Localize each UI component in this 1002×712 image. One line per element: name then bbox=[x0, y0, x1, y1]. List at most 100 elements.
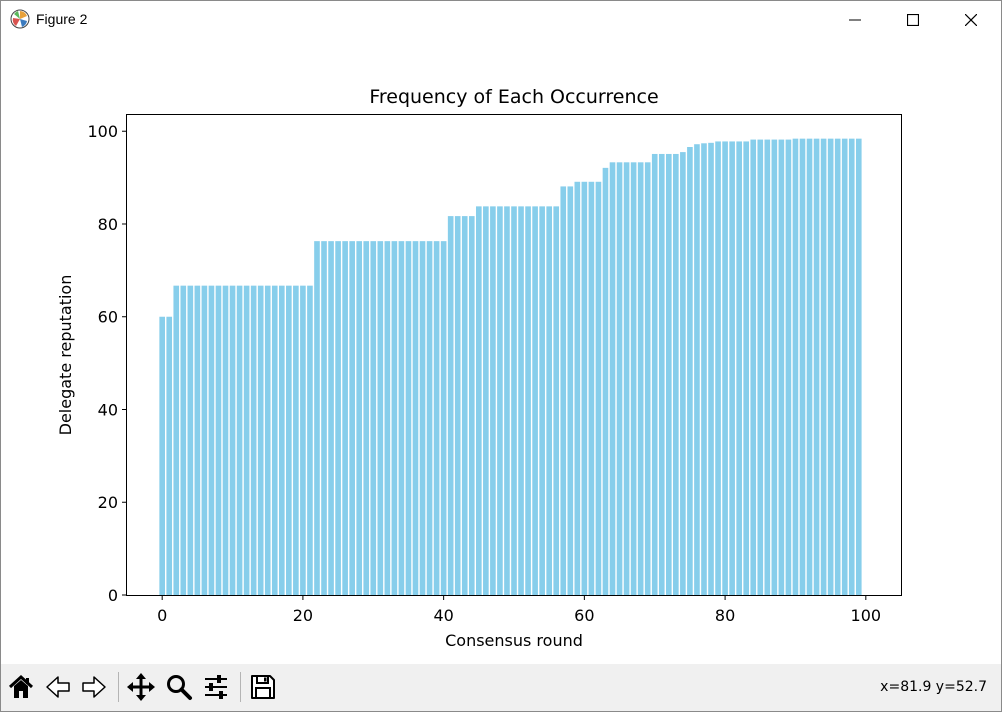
bar bbox=[342, 241, 348, 595]
bar bbox=[328, 241, 334, 595]
navigation-toolbar: x=81.9 y=52.7 bbox=[1, 664, 1001, 711]
y-tick-label: 80 bbox=[98, 215, 118, 234]
bar bbox=[722, 141, 728, 595]
bar bbox=[532, 206, 538, 596]
x-axis-label: Consensus round bbox=[445, 631, 583, 650]
bar bbox=[391, 241, 398, 595]
bar bbox=[440, 241, 447, 595]
bar bbox=[609, 162, 616, 595]
figure-canvas[interactable]: Frequency of Each Occurrence 0 20 40 60 80 10… bbox=[1, 38, 1001, 664]
bar bbox=[743, 141, 750, 595]
y-tick-label: 40 bbox=[98, 400, 118, 419]
x-tick-label: 60 bbox=[574, 606, 594, 625]
bar bbox=[257, 285, 264, 595]
bar bbox=[461, 216, 468, 596]
bar bbox=[243, 285, 250, 595]
bar bbox=[222, 285, 229, 595]
bar bbox=[750, 139, 757, 595]
bar bbox=[778, 139, 785, 595]
bar bbox=[602, 167, 609, 595]
bar bbox=[764, 139, 771, 595]
maximize-button[interactable] bbox=[884, 1, 942, 38]
bar bbox=[595, 181, 602, 596]
home-button[interactable] bbox=[4, 669, 38, 705]
matplotlib-icon bbox=[10, 9, 30, 29]
y-tick-label: 100 bbox=[87, 122, 118, 141]
bar bbox=[215, 285, 222, 595]
bar bbox=[581, 181, 588, 596]
bar bbox=[300, 285, 306, 595]
minimize-button[interactable] bbox=[826, 1, 884, 38]
bar bbox=[511, 206, 517, 596]
y-tick-label: 0 bbox=[108, 586, 118, 605]
save-button[interactable] bbox=[246, 669, 280, 705]
bar bbox=[715, 141, 721, 595]
plot-frame bbox=[126, 114, 902, 596]
bar bbox=[271, 285, 278, 595]
pan-button[interactable] bbox=[124, 669, 158, 705]
bar bbox=[187, 285, 194, 595]
bar bbox=[736, 141, 742, 595]
y-tick-label: 20 bbox=[98, 493, 118, 512]
bar bbox=[644, 162, 651, 595]
bar bbox=[820, 138, 827, 596]
y-axis-ticks: 0 20 40 60 80 100 bbox=[87, 122, 127, 605]
bar bbox=[637, 162, 644, 595]
bar bbox=[553, 206, 560, 596]
bar bbox=[497, 206, 503, 596]
home-icon bbox=[8, 674, 34, 698]
bar bbox=[539, 206, 545, 596]
bar bbox=[623, 162, 630, 595]
bar bbox=[307, 285, 313, 595]
bar bbox=[180, 285, 187, 595]
bar bbox=[286, 285, 292, 595]
bars-group bbox=[159, 138, 862, 596]
bar bbox=[201, 285, 208, 595]
bar bbox=[687, 147, 693, 595]
bar bbox=[264, 285, 271, 595]
bar bbox=[785, 139, 792, 595]
bar bbox=[159, 316, 165, 595]
bar bbox=[208, 285, 215, 595]
x-tick-label: 20 bbox=[293, 606, 313, 625]
bar bbox=[483, 206, 489, 596]
bar bbox=[799, 138, 806, 596]
back-button[interactable] bbox=[41, 669, 75, 705]
window-title: Figure 2 bbox=[36, 11, 88, 27]
bar bbox=[173, 285, 180, 595]
bar bbox=[574, 181, 581, 596]
minimize-icon bbox=[849, 19, 861, 20]
close-button[interactable] bbox=[942, 1, 1000, 38]
forward-button[interactable] bbox=[77, 669, 111, 705]
bar bbox=[841, 138, 848, 596]
bar bbox=[426, 241, 433, 595]
bar bbox=[525, 206, 531, 596]
forward-arrow-icon bbox=[82, 676, 106, 698]
bar bbox=[560, 186, 567, 595]
bar bbox=[236, 285, 243, 595]
x-tick-label: 0 bbox=[157, 606, 167, 625]
bar bbox=[504, 206, 510, 596]
bar bbox=[708, 142, 714, 595]
title-bar: Figure 2 bbox=[1, 1, 1001, 38]
bar bbox=[694, 144, 700, 595]
bar bbox=[616, 162, 623, 595]
bar bbox=[680, 152, 686, 595]
zoom-button[interactable] bbox=[162, 669, 196, 705]
x-tick-label: 40 bbox=[433, 606, 453, 625]
sliders-icon bbox=[205, 675, 227, 699]
bar bbox=[454, 216, 461, 596]
bar bbox=[757, 139, 764, 595]
bar-chart: Frequency of Each Occurrence 0 20 40 60 80 10… bbox=[56, 86, 902, 650]
chart-title: Frequency of Each Occurrence bbox=[369, 86, 658, 108]
bar bbox=[673, 153, 679, 595]
move-icon bbox=[127, 673, 155, 701]
bar bbox=[490, 206, 496, 596]
bar bbox=[166, 316, 173, 595]
bar bbox=[194, 285, 201, 595]
bar bbox=[834, 138, 841, 596]
bar bbox=[771, 139, 778, 595]
bar bbox=[813, 138, 820, 596]
configure-subplots-button[interactable] bbox=[199, 669, 233, 705]
